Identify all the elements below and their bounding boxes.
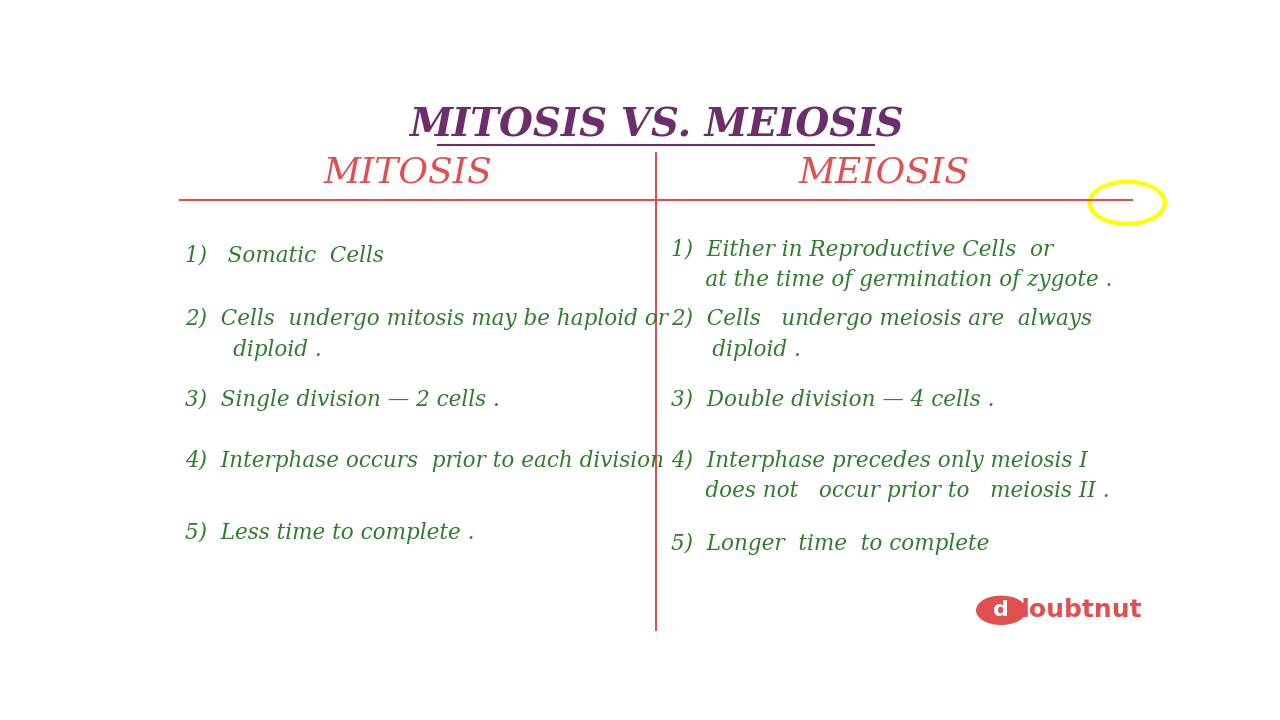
- Circle shape: [978, 597, 1025, 624]
- Text: MITOSIS VS. MEIOSIS: MITOSIS VS. MEIOSIS: [408, 107, 904, 144]
- Text: 4)  Interphase occurs  prior to each division: 4) Interphase occurs prior to each divis…: [184, 449, 664, 472]
- Text: 1)  Either in Reproductive Cells  or
     at the time of germination of zygote .: 1) Either in Reproductive Cells or at th…: [671, 239, 1112, 292]
- Text: 3)  Single division — 2 cells .: 3) Single division — 2 cells .: [184, 389, 499, 410]
- Text: MITOSIS: MITOSIS: [324, 156, 493, 189]
- Text: d: d: [993, 600, 1009, 621]
- Text: 1)   Somatic  Cells: 1) Somatic Cells: [184, 244, 384, 266]
- Text: 2)  Cells  undergo mitosis may be haploid or
       diploid .: 2) Cells undergo mitosis may be haploid …: [184, 308, 668, 361]
- Text: doubtnut: doubtnut: [1012, 598, 1143, 622]
- Text: 5)  Less time to complete .: 5) Less time to complete .: [184, 521, 475, 544]
- Text: 3)  Double division — 4 cells .: 3) Double division — 4 cells .: [671, 389, 995, 410]
- Text: 4)  Interphase precedes only meiosis I
     does not   occur prior to   meiosis : 4) Interphase precedes only meiosis I do…: [671, 449, 1110, 502]
- Text: 2)  Cells   undergo meiosis are  always
      diploid .: 2) Cells undergo meiosis are always dipl…: [671, 308, 1092, 361]
- Text: 5)  Longer  time  to complete: 5) Longer time to complete: [671, 533, 989, 555]
- Text: MEIOSIS: MEIOSIS: [799, 156, 970, 189]
